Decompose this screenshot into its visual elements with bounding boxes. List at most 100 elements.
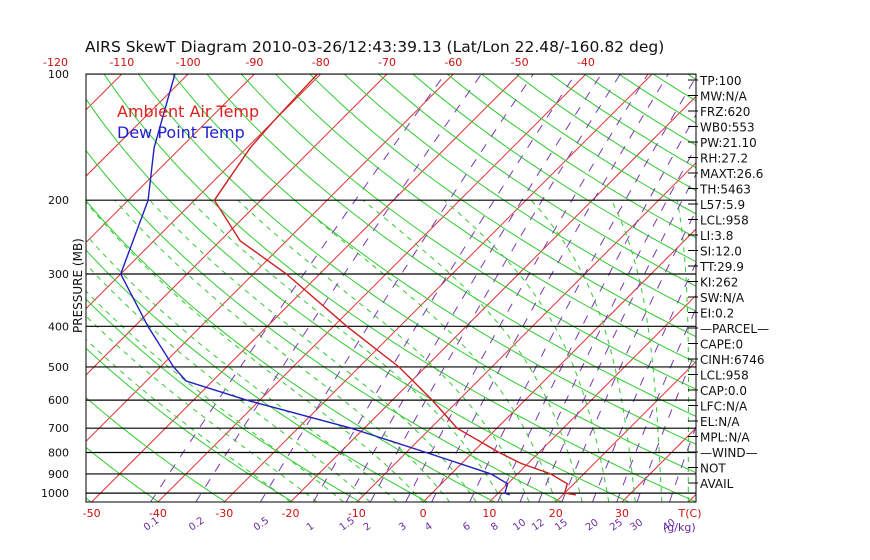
- moist-adiabat-line: [86, 263, 371, 502]
- mixing-ratio-label: 3: [397, 521, 409, 534]
- side-panel-item: PW:21.10: [700, 136, 757, 150]
- side-panel-item: MW:N/A: [700, 90, 748, 104]
- mixing-ratio-line: [369, 74, 621, 502]
- side-panel-item: MPL:N/A: [700, 431, 750, 445]
- pressure-tick-label: 500: [48, 361, 69, 374]
- side-panel-item: LCL:958: [700, 369, 749, 383]
- bottom-temp-tick-label: -30: [215, 507, 233, 520]
- pressure-tick-label: 800: [48, 447, 69, 460]
- side-panel-item: CAP:0.0: [700, 384, 747, 398]
- moist-adiabat-line: [362, 199, 583, 502]
- legend-dew-point-temp: Dew Point Temp: [117, 123, 245, 142]
- temp-unit-label: T(C): [678, 507, 702, 520]
- top-temp-tick-label: -80: [312, 56, 330, 69]
- mixing-ratio-label: 30: [628, 517, 645, 533]
- side-panel-item: TH:5463: [699, 183, 751, 197]
- isotherm-line: [86, 74, 322, 310]
- isotherm-line: [86, 74, 255, 244]
- isotherm-line: [356, 162, 696, 502]
- isotherm-line: [821, 74, 870, 502]
- dry-adiabat-line: [343, 74, 696, 312]
- side-panel-item: SI:12.0: [700, 245, 742, 259]
- side-panel-item: AVAIL: [700, 477, 734, 491]
- dry-adiabat-line: [172, 74, 696, 445]
- pressure-tick-label: 300: [48, 268, 69, 281]
- top-temp-tick-label: -50: [511, 56, 529, 69]
- mixing-ratio-label: 1: [305, 521, 317, 534]
- mixing-ratio-label: 0.2: [187, 515, 206, 533]
- mixing-ratio-line: [669, 425, 696, 502]
- legend-ambient-air-temp: Ambient Air Temp: [117, 102, 259, 121]
- pressure-tick-label: 600: [48, 394, 69, 407]
- dry-adiabat-line: [309, 74, 696, 338]
- isotherm-line: [86, 74, 388, 376]
- side-panel-item: EL:N/A: [700, 415, 740, 429]
- ambient-air-temp-line: [213, 74, 577, 496]
- mixing-ratio-label: 6: [461, 521, 473, 534]
- side-panel-item: EI:0.2: [700, 307, 734, 321]
- side-panel-item: LI:3.8: [700, 229, 733, 243]
- mixing-ratio-line: [312, 74, 576, 502]
- isotherm-line: [489, 294, 696, 502]
- side-panel-item: TT:29.9: [699, 260, 744, 274]
- dry-adiabat-line: [86, 298, 361, 502]
- dry-adiabat-line: [378, 74, 696, 287]
- dry-adiabat-line: [412, 74, 696, 263]
- side-panel-item: SW:N/A: [700, 291, 745, 305]
- mixing-ratio-line: [431, 74, 669, 502]
- side-panel-item: NOT: [700, 462, 726, 476]
- side-panel-item: —WIND—: [700, 446, 758, 460]
- top-temp-tick-label: -120: [43, 56, 68, 69]
- moist-adiabat-line: [86, 290, 344, 502]
- dry-adiabat-line: [86, 347, 294, 502]
- mixing-ratio-label: 10: [511, 517, 528, 533]
- mixing-ratio-label: 4: [423, 521, 435, 534]
- top-temp-tick-label: -70: [378, 56, 396, 69]
- mixing-ratio-label: 0.5: [252, 515, 271, 533]
- side-panel-item: RH:27.2: [700, 152, 748, 166]
- isotherm-line: [290, 95, 696, 502]
- moist-adiabat-line: [676, 200, 689, 502]
- moist-adiabat-line: [237, 199, 530, 502]
- side-panel-item: MAXT:26.6: [700, 167, 763, 181]
- pressure-tick-label: 1000: [41, 487, 69, 500]
- mixing-ratio-label: 8: [489, 521, 501, 534]
- top-temp-tick-label: -110: [109, 56, 134, 69]
- moist-adiabat-line: [86, 201, 424, 502]
- moist-adiabat-line: [86, 315, 318, 502]
- mixing-ratio-line: [259, 74, 534, 502]
- isotherm-line: [86, 74, 454, 443]
- isotherm-line: [555, 361, 696, 502]
- dry-adiabat-line: [86, 446, 159, 502]
- mixing-ratio-line: [195, 74, 482, 502]
- bottom-temp-tick-label: 20: [549, 507, 563, 520]
- dry-adiabat-line: [275, 74, 696, 364]
- top-temp-tick-label: -100: [176, 56, 201, 69]
- mixing-ratio-label: 20: [584, 517, 601, 533]
- dry-adiabat-line: [86, 149, 563, 502]
- bottom-temp-tick-label: 10: [482, 507, 496, 520]
- bottom-temp-tick-label: -10: [348, 507, 366, 520]
- moist-adiabat-line: [611, 199, 663, 502]
- bottom-temp-tick-label: -20: [282, 507, 300, 520]
- isotherm-line: [86, 74, 123, 111]
- isotherm-line: [755, 74, 870, 502]
- pressure-tick-label: 900: [48, 468, 69, 481]
- chart-title: AIRS SkewT Diagram 2010-03-26/12:43:39.1…: [85, 38, 664, 56]
- pressure-tick-label: 100: [48, 68, 69, 81]
- dry-adiabat-line: [481, 74, 696, 215]
- mixing-ratio-label: 2: [362, 521, 374, 534]
- side-panel-item: LCL:958: [700, 214, 749, 228]
- moist-adiabat-line: [189, 199, 504, 502]
- moist-adiabat-line: [149, 199, 477, 502]
- top-temp-tick-label: -40: [577, 56, 595, 69]
- dry-adiabat-line: [137, 74, 696, 474]
- dry-adiabat-line: [206, 74, 696, 417]
- side-panel-item: CINH:6746: [700, 353, 765, 367]
- pressure-tick-label: 700: [48, 422, 69, 435]
- dry-adiabat-line: [86, 200, 495, 502]
- dry-adiabat-line: [86, 396, 226, 502]
- mixing-ratio-label: 12: [530, 517, 547, 533]
- isotherm-line: [0, 74, 56, 502]
